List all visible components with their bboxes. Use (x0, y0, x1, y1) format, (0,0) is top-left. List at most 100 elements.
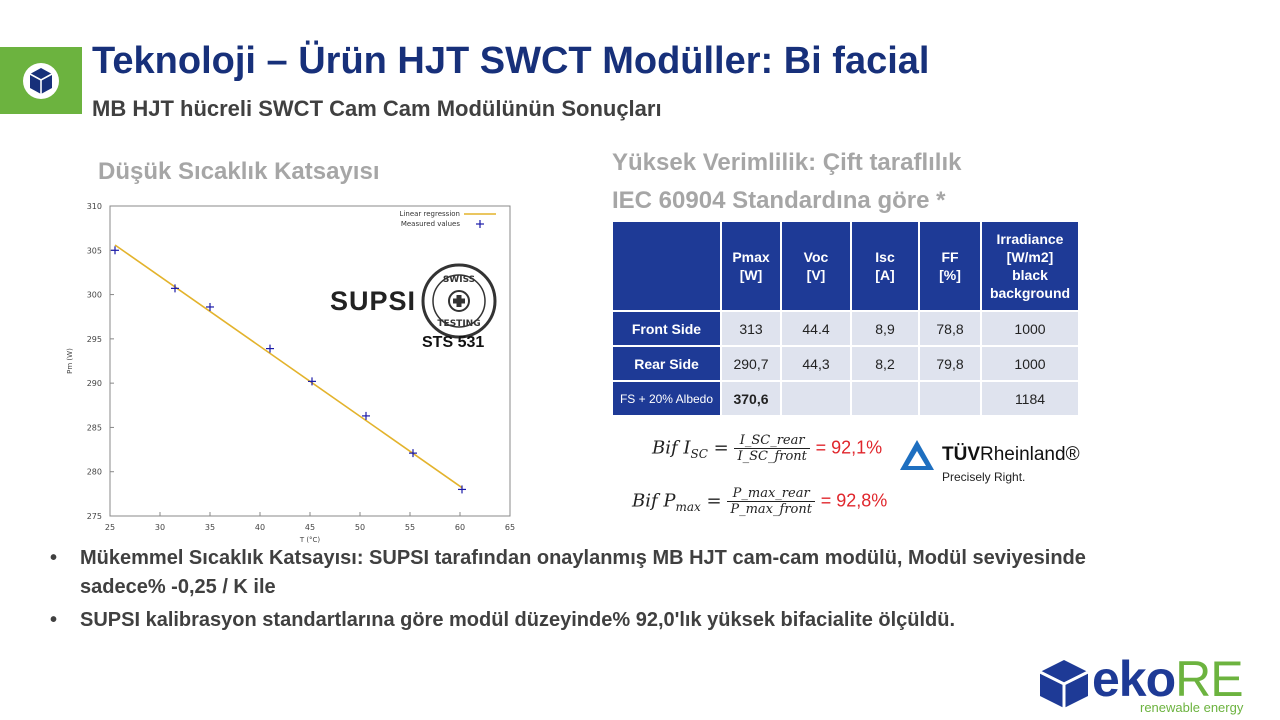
table-cell: 1000 (980, 310, 1080, 347)
table-cell (918, 380, 982, 417)
x-tick-label: 30 (155, 523, 165, 532)
formula-isc-fraction: I_SC_rear I_SC_front (734, 433, 810, 464)
table-header-pmax: Pmax [W] (720, 220, 782, 312)
ekore-brand-accent: RE (1175, 651, 1243, 707)
ekore-brand: eko (1092, 651, 1176, 707)
tuv-brand: TÜVRheinland® (942, 444, 1080, 466)
table-cell: 8,9 (850, 310, 920, 347)
bullet-item: SUPSI kalibrasyon standartlarına göre mo… (50, 606, 1150, 635)
x-tick-label: 60 (455, 523, 465, 532)
y-tick-label: 275 (87, 512, 102, 521)
table-header-ff: FF [%] (918, 220, 982, 312)
table-header-irradiance: Irradiance [W/m2] black background (980, 220, 1080, 312)
ekore-logo: ekoRE renewable energy (1036, 651, 1268, 716)
supsi-logo: SUPSI (330, 286, 417, 316)
table-cell: 313 (720, 310, 782, 347)
row-label: Front Side (611, 310, 722, 347)
y-tick-label: 300 (87, 291, 102, 300)
formula-pmax-numerator: P_max_rear (727, 486, 815, 502)
ekore-hexagon-icon (1039, 660, 1089, 708)
formula-isc-numerator: I_SC_rear (734, 433, 810, 449)
table-cell: 44,3 (780, 345, 852, 382)
swiss-testing-seal-icon: SWISS TESTING (421, 263, 497, 339)
table-cell (850, 380, 920, 417)
table-header-empty (611, 220, 722, 312)
temperature-chart-svg: 25 30 35 40 45 50 55 60 65 275 280 285 290 295 300 305 3… (66, 202, 515, 544)
table-row: Front Side 313 44.4 8,9 78,8 1000 (611, 310, 1080, 347)
data-point (171, 284, 179, 293)
formula-pmax-denominator: P_max_front (730, 502, 812, 517)
y-tick-label: 280 (87, 468, 102, 477)
table-cell: 1000 (980, 345, 1080, 382)
temperature-chart: 25 30 35 40 45 50 55 60 65 275 280 285 290 295 300 305 3… (48, 192, 528, 544)
formula-isc-denominator: I_SC_front (737, 449, 807, 464)
x-tick-label: 55 (405, 523, 415, 532)
plot-area (109, 205, 511, 517)
formula-pmax-lhs-sub: max (675, 500, 701, 515)
y-tick-label: 295 (87, 335, 102, 344)
data-point (308, 377, 316, 386)
formula-pmax-fraction: P_max_rear P_max_front (727, 486, 815, 517)
x-tick-label: 65 (505, 523, 515, 532)
table-cell: 44.4 (780, 310, 852, 347)
table-cell: 8,2 (850, 345, 920, 382)
page-subtitle: MB HJT hücreli SWCT Cam Cam Modülünün So… (92, 96, 662, 121)
y-axis-label: Pm (W) (66, 348, 74, 374)
data-point (409, 449, 417, 458)
data-point (266, 344, 274, 353)
y-tick-label: 310 (87, 202, 102, 211)
x-tick-label: 45 (305, 523, 315, 532)
accent-box (0, 47, 82, 114)
data-point (111, 246, 119, 255)
ekore-wordmark: ekoRE (1092, 650, 1244, 708)
formula-isc-value: = 92,1% (815, 437, 883, 458)
legend-label: Linear regression (400, 210, 460, 218)
formula-isc: Bif ISC = I_SC_rear I_SC_front = 92,1% (652, 433, 883, 464)
table-cell: 1184 (980, 380, 1080, 417)
table-cell: 79,8 (918, 345, 982, 382)
x-tick-label: 25 (105, 523, 115, 532)
formula-pmax-lhs: Bif P (632, 490, 676, 512)
bullet-list: Mükemmel Sıcaklık Katsayısı: SUPSI taraf… (50, 544, 1150, 639)
table-header-voc: Voc [V] (780, 220, 852, 312)
formula-pmax-value: = 92,8% (820, 490, 888, 511)
y-tick-label: 285 (87, 423, 102, 432)
data-point (206, 302, 214, 311)
y-tick-label: 290 (87, 379, 102, 388)
legend-label: Measured values (401, 220, 461, 228)
tuv-tagline: Precisely Right. (942, 470, 1026, 484)
tuv-brand-bold: TÜV (942, 444, 980, 465)
ekore-tagline: renewable energy (1140, 700, 1244, 715)
seal-text-top: SWISS (443, 275, 475, 285)
table-header-isc: Isc [A] (850, 220, 920, 312)
x-tick-label: 40 (255, 523, 265, 532)
right-heading: Yüksek Verimlilik: Çift taraflılık IEC 6… (612, 144, 961, 220)
data-point (458, 485, 466, 494)
table-cell: 290,7 (720, 345, 782, 382)
row-label: FS + 20% Albedo (611, 380, 722, 417)
cube-icon (23, 63, 59, 99)
bullet-item: Mükemmel Sıcaklık Katsayısı: SUPSI taraf… (50, 544, 1150, 602)
table-row: Rear Side 290,7 44,3 8,2 79,8 1000 (611, 345, 1080, 382)
formula-pmax: Bif Pmax = P_max_rear P_max_front = 92,8… (632, 486, 888, 517)
seal-text-bottom: TESTING (437, 319, 480, 329)
bifaciality-table: Pmax [W] Voc [V] Isc [A] FF [%] Irradiance [W… (611, 220, 1080, 417)
x-tick-label: 50 (355, 523, 365, 532)
formula-isc-lhs: Bif I (652, 437, 691, 459)
table-cell (780, 380, 852, 417)
tuv-logo: TÜVRheinland® Precisely Right. (898, 438, 1080, 484)
right-heading-line-2: IEC 60904 Standardına göre * (612, 187, 946, 214)
right-heading-line-1: Yüksek Verimlilik: Çift taraflılık (612, 149, 962, 176)
table-header-row: Pmax [W] Voc [V] Isc [A] FF [%] Irradiance [W… (611, 220, 1080, 312)
row-label: Rear Side (611, 345, 722, 382)
data-point (362, 411, 370, 420)
tuv-triangle-icon (900, 440, 934, 470)
table-cell: 370,6 (720, 380, 782, 417)
table-cell: 78,8 (918, 310, 982, 347)
regression-line (114, 244, 463, 489)
table-row: FS + 20% Albedo 370,6 1184 (611, 380, 1080, 417)
y-tick-label: 305 (87, 246, 102, 255)
page-title: Teknoloji – Ürün HJT SWCT Modüller: Bi f… (92, 40, 930, 82)
sts-label: STS 531 (422, 334, 485, 351)
x-tick-label: 35 (205, 523, 215, 532)
